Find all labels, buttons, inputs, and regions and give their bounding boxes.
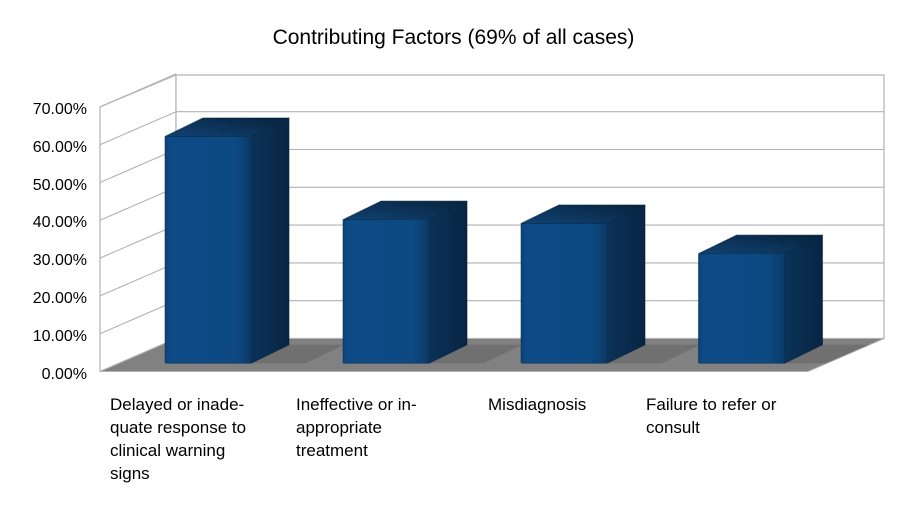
bar-0: [164, 117, 290, 364]
y-axis-tick-label: 10.00%: [32, 327, 87, 345]
y-axis-tick-label: 70.00%: [32, 100, 87, 118]
bar-right-face: [606, 204, 646, 364]
gridline-sidewall: [99, 148, 177, 184]
bar-2: [520, 204, 646, 364]
category-label: Failure to refer or consult: [646, 395, 777, 437]
bar-front-face: [520, 222, 608, 364]
gridline-sidewall: [99, 186, 177, 221]
bar-shadow: [251, 344, 344, 364]
chart-title: Contributing Factors (69% of all cases): [272, 26, 635, 49]
y-axis-tick-label: 50.00%: [32, 176, 87, 194]
y-axis-tick-label: 20.00%: [32, 289, 87, 307]
bar-right-face: [250, 117, 290, 364]
gridline-sidewall: [99, 73, 177, 108]
gridline-sidewall: [99, 262, 177, 297]
y-axis-tick-label: 30.00%: [32, 252, 87, 270]
gridline-sidewall: [99, 224, 177, 259]
bar-shadow: [429, 344, 522, 364]
chart-floor: [99, 338, 885, 372]
category-label: Ineffective or in- appropriate treatment: [296, 395, 417, 460]
y-axis-tick-label: 40.00%: [32, 214, 87, 232]
gridline-sidewall: [99, 300, 177, 335]
bar-right-face: [428, 200, 468, 364]
bar-shadow: [607, 344, 700, 364]
y-axis-tick-label: 0.00%: [41, 365, 87, 383]
category-label: Delayed or inade- quate response to clin…: [110, 395, 247, 483]
bar-3: [698, 234, 823, 364]
bar-shadow: [784, 344, 878, 364]
bar-right-face: [784, 234, 823, 364]
bar-front-face: [342, 219, 430, 364]
category-label: Misdiagnosis: [488, 395, 587, 414]
bar-1: [342, 200, 468, 364]
y-axis-tick-label: 60.00%: [32, 138, 87, 156]
gridline-sidewall: [99, 111, 177, 146]
bar-front-face: [164, 136, 252, 364]
bar-front-face: [698, 253, 785, 364]
